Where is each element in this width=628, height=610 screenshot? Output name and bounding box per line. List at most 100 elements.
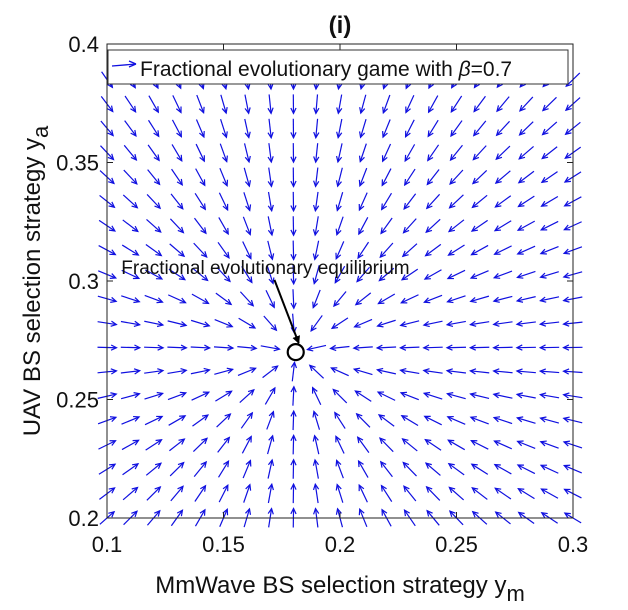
vector-arrow <box>312 191 320 213</box>
vector-arrow <box>167 391 188 401</box>
vector-arrow <box>190 344 212 351</box>
x-axis-label-main: MmWave BS selection strategy y <box>155 572 506 599</box>
vector-arrow <box>145 244 163 257</box>
vector-arrow <box>516 464 536 475</box>
vector-arrow <box>377 414 395 427</box>
vector-arrow <box>427 119 439 138</box>
vector-arrow <box>399 391 419 401</box>
plot-background <box>107 44 573 518</box>
vector-arrow <box>379 460 393 478</box>
vector-arrow <box>354 390 372 402</box>
vector-arrow <box>290 385 297 406</box>
vector-arrow <box>120 368 142 375</box>
vector-arrow <box>380 192 393 211</box>
vector-arrow <box>237 367 257 376</box>
vector-arrow <box>336 118 343 139</box>
vector-arrow <box>167 368 188 375</box>
x-tick-label: 0.2 <box>325 532 356 557</box>
vector-arrow <box>168 268 187 281</box>
vector-arrow <box>382 94 391 115</box>
vector-arrow <box>495 120 510 137</box>
vector-arrow <box>215 292 233 306</box>
vector-arrow <box>538 344 560 351</box>
vector-arrow <box>469 416 489 425</box>
x-axis-label: MmWave BS selection strategy ym <box>155 572 525 606</box>
vector-arrow <box>495 145 511 161</box>
vector-arrow <box>335 459 344 479</box>
vector-arrow <box>424 243 442 257</box>
vector-arrow <box>219 143 228 163</box>
vector-arrow <box>215 390 233 402</box>
vector-arrow <box>446 415 466 425</box>
vector-arrow <box>516 220 536 231</box>
vector-arrow <box>445 368 467 375</box>
vector-arrow <box>332 388 348 404</box>
vector-arrow <box>144 344 165 351</box>
x-tick-label: 0.1 <box>92 532 123 557</box>
vector-arrow <box>493 220 512 232</box>
vector-arrow <box>447 462 465 476</box>
vector-arrow <box>401 243 418 258</box>
vector-arrow <box>194 192 207 211</box>
y-axis-ticks: 0.2 0.25 0.3 0.35 0.4 <box>56 32 573 531</box>
vector-arrow <box>195 119 205 139</box>
vector-arrow <box>515 416 536 424</box>
vector-arrow <box>144 391 164 400</box>
y-axis-label-subscript: a <box>28 125 53 138</box>
vector-arrow <box>144 368 165 375</box>
vector-arrow <box>425 485 441 501</box>
vector-arrow <box>267 191 274 213</box>
x-axis-ticks: 0.1 0.15 0.2 0.25 0.3 <box>92 44 588 557</box>
x-tick-label: 0.25 <box>435 532 478 557</box>
vector-arrow <box>427 95 439 114</box>
vector-arrow <box>517 487 535 500</box>
vector-arrow <box>243 483 252 503</box>
vector-arrow <box>469 320 490 327</box>
vector-arrow <box>242 459 252 479</box>
vector-arrow <box>427 144 440 162</box>
legend-entry-prefix: Fractional evolutionary game with <box>140 58 459 81</box>
vector-arrow <box>423 415 442 426</box>
vector-arrow <box>192 437 209 452</box>
vector-arrow <box>122 462 140 476</box>
x-axis-label-subscript: m <box>506 581 524 606</box>
vector-arrow <box>540 488 559 499</box>
vector-arrow <box>517 170 535 184</box>
vector-arrow <box>290 216 297 237</box>
vector-arrow <box>493 245 512 255</box>
vector-arrow <box>145 462 162 476</box>
vector-arrow <box>172 95 182 114</box>
vector-arrow <box>539 296 560 303</box>
vector-arrow <box>267 216 275 237</box>
vector-arrow <box>378 267 395 282</box>
vector-arrow <box>216 413 232 428</box>
vector-arrow <box>541 146 558 160</box>
vector-arrow <box>167 294 187 304</box>
vector-arrow <box>447 439 466 451</box>
vector-arrow <box>399 320 420 328</box>
vector-arrow <box>169 438 186 452</box>
vector-arrow <box>352 344 373 351</box>
y-tick-label: 0.35 <box>56 151 99 176</box>
vector-arrow <box>334 411 346 429</box>
vector-arrow <box>382 119 391 139</box>
vector-arrow <box>473 95 486 113</box>
vector-arrow <box>290 482 297 504</box>
vector-arrow <box>359 118 367 139</box>
y-tick-label: 0.4 <box>68 32 99 57</box>
vector-arrow <box>192 267 209 282</box>
vector-arrow <box>448 194 464 209</box>
vector-arrow <box>403 485 417 502</box>
vector-arrow <box>538 368 560 375</box>
vector-arrow <box>219 167 229 188</box>
vector-arrow <box>357 241 370 260</box>
vector-arrow <box>313 118 320 140</box>
vector-arrow <box>220 94 228 115</box>
vector-arrow <box>355 412 371 428</box>
vector-arrow <box>313 143 320 164</box>
vector-arrow <box>517 195 535 208</box>
vector-arrow <box>518 145 534 160</box>
vector-arrow <box>469 392 490 400</box>
vector-arrow <box>492 368 513 375</box>
vector-arrow <box>515 320 536 327</box>
